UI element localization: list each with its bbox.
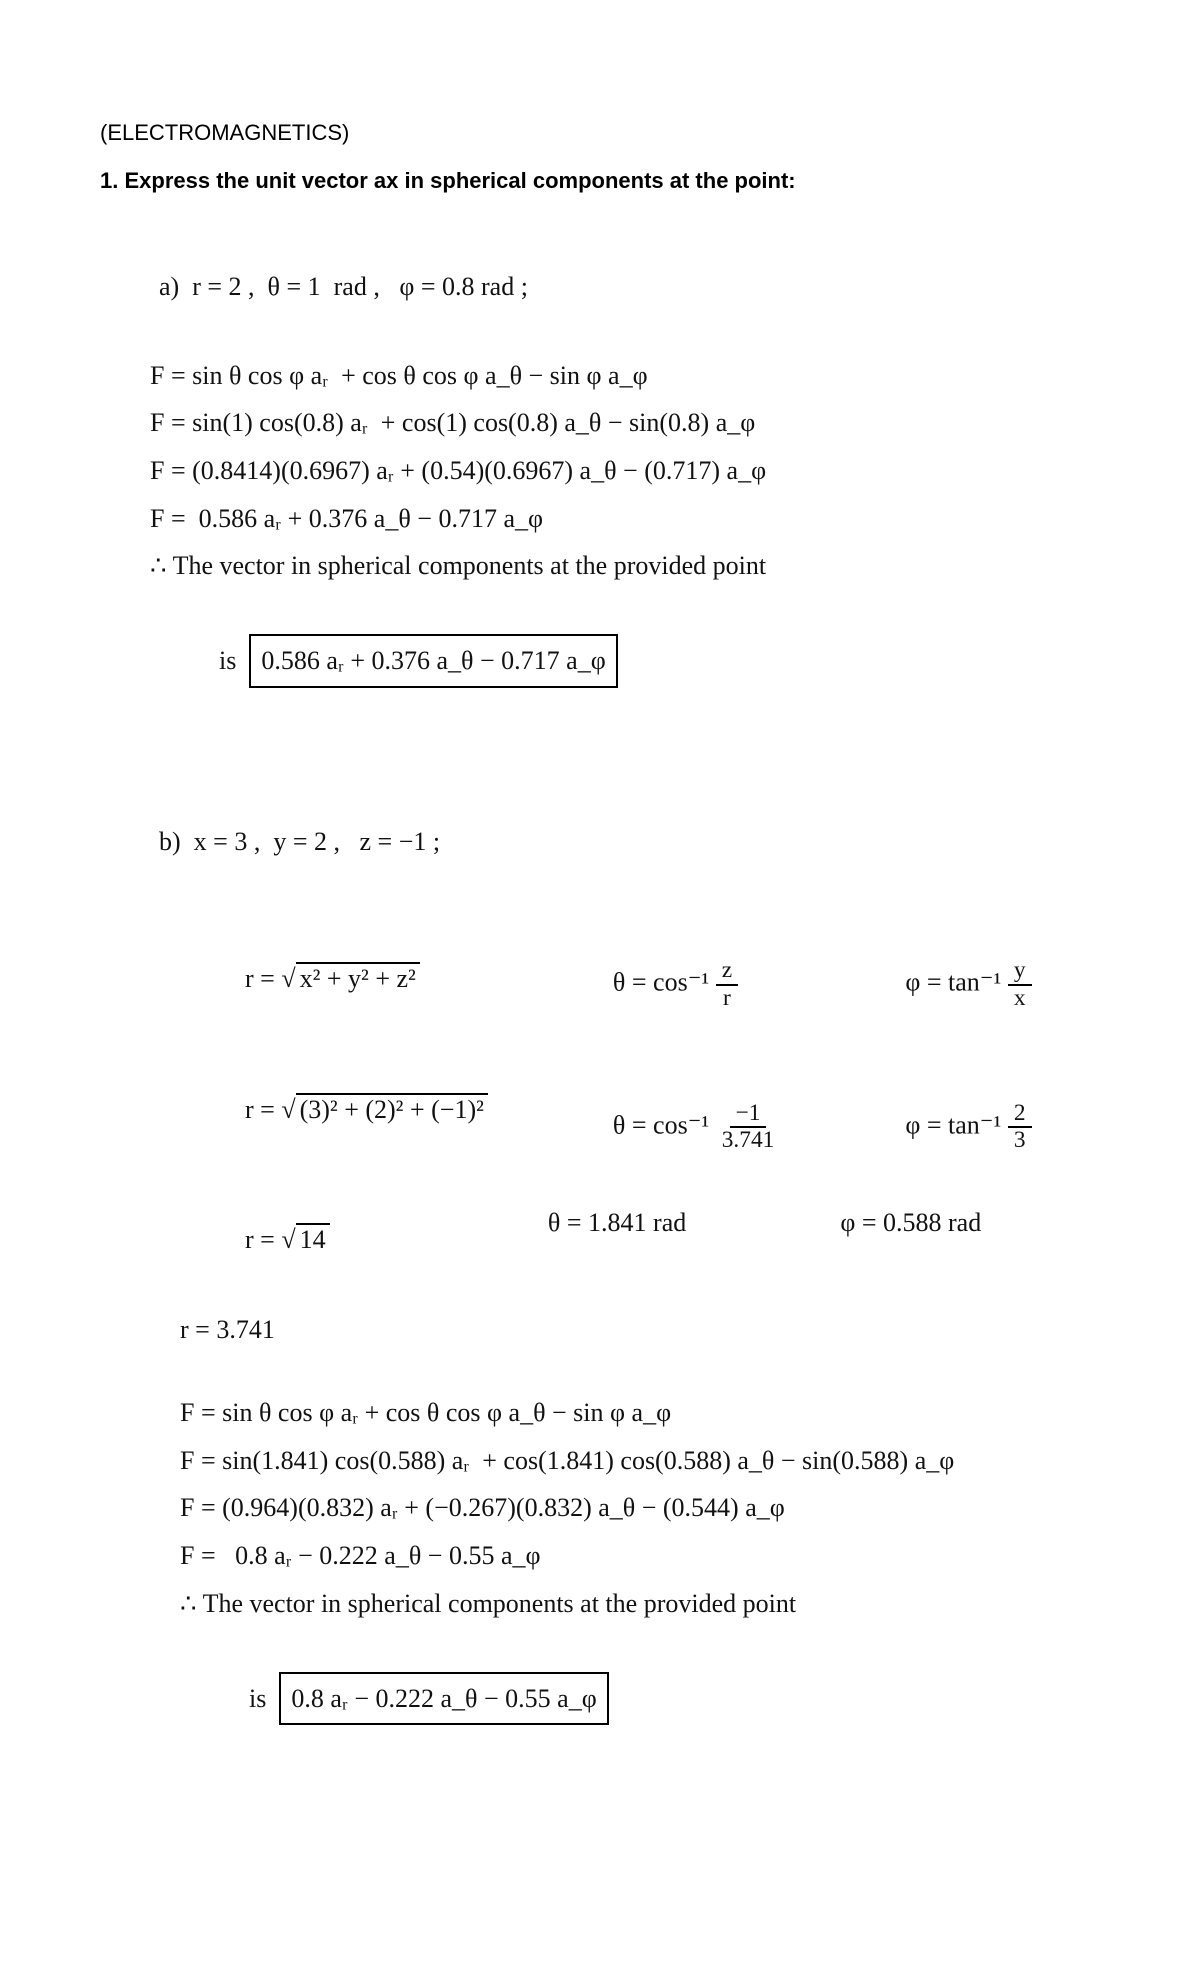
r-l3-pre: r = √ (245, 1225, 296, 1254)
r-l3: r = √14 (180, 1178, 488, 1303)
part-b-columns: r = √x² + y² + z² r = √(3)² + (2)² + (−1… (180, 910, 1100, 1356)
theta-l2: θ = cos⁻¹ −13.741 (548, 1059, 780, 1196)
part-b-eq4: F = 0.8 aᵣ − 0.222 a_θ − 0.55 a_φ (180, 1535, 1100, 1577)
theta-l3: θ = 1.841 rad (548, 1202, 780, 1244)
phi-l1-pre: φ = tan⁻¹ (905, 968, 1007, 997)
part-b-label: b) (159, 827, 181, 856)
r-l2-rad: (3)² + (2)² + (−1)² (296, 1093, 488, 1124)
theta-l2-pre: θ = cos⁻¹ (613, 1110, 716, 1139)
part-b-given: x = 3 , y = 2 , z = −1 ; (194, 827, 440, 856)
r-l1-rad: x² + y² + z² (296, 962, 420, 993)
r-l2-pre: r = √ (245, 1095, 296, 1124)
phi-l3: φ = 0.588 rad (840, 1202, 1031, 1244)
part-b-boxed-result: 0.8 aᵣ − 0.222 a_θ − 0.55 a_φ (279, 1672, 608, 1726)
r-l1: r = √x² + y² + z² (180, 916, 488, 1041)
phi-l1-frac: yx (1008, 958, 1032, 1011)
r-l2: r = √(3)² + (2)² + (−1)² (180, 1047, 488, 1172)
part-a-is: is (219, 646, 236, 675)
theta-l1-den: r (717, 986, 737, 1012)
part-b-eq2: F = sin(1.841) cos(0.588) aᵣ + cos(1.841… (180, 1440, 1100, 1482)
phi-l2-pre: φ = tan⁻¹ (905, 1110, 1007, 1139)
part-b-eq1: F = sin θ cos φ aᵣ + cos θ cos φ a_θ − s… (180, 1392, 1100, 1434)
part-a-given: r = 2 , θ = 1 rad , φ = 0.8 rad ; (192, 272, 528, 301)
r-l3-rad: 14 (296, 1223, 330, 1254)
phi-l2-num: 2 (1008, 1101, 1032, 1129)
part-b-is: is (249, 1684, 266, 1713)
phi-l1-den: x (1008, 986, 1032, 1012)
r-l4: r = 3.741 (180, 1309, 488, 1351)
part-b: b) x = 3 , y = 2 , z = −1 ; r = √x² + y²… (120, 780, 1100, 1767)
part-b-eq3: F = (0.964)(0.832) aᵣ + (−0.267)(0.832) … (180, 1487, 1100, 1529)
phi-l2-den: 3 (1008, 1128, 1032, 1154)
question-statement: 1. Express the unit vector ax in spheric… (100, 168, 1100, 194)
part-a-label-line: a) r = 2 , θ = 1 rad , φ = 0.8 rad ; (120, 224, 1100, 349)
theta-l2-frac: −13.741 (716, 1101, 781, 1154)
theta-l1-frac: zr (716, 958, 738, 1011)
phi-l2: φ = tan⁻¹ 23 (840, 1059, 1031, 1196)
part-a-eq3: F = (0.8414)(0.6967) aᵣ + (0.54)(0.6967)… (150, 450, 1100, 492)
question-text: Express the unit vector ax in spherical … (124, 168, 795, 193)
subject-heading: (ELECTROMAGNETICS) (100, 120, 1100, 146)
part-a-eq1: F = sin θ cos φ aᵣ + cos θ cos φ a_θ − s… (150, 355, 1100, 397)
part-b-label-line: b) x = 3 , y = 2 , z = −1 ; (120, 780, 1100, 905)
col-phi: φ = tan⁻¹ yx φ = tan⁻¹ 23 φ = 0.588 rad (840, 910, 1031, 1356)
part-a-eq2: F = sin(1) cos(0.8) aᵣ + cos(1) cos(0.8)… (150, 402, 1100, 444)
theta-l1-num: z (716, 958, 738, 986)
part-a-boxed-result: 0.586 aᵣ + 0.376 a_θ − 0.717 a_φ (249, 634, 617, 688)
part-a: a) r = 2 , θ = 1 rad , φ = 0.8 rad ; F =… (120, 224, 1100, 730)
theta-l2-num: −1 (730, 1101, 767, 1129)
theta-l2-den: 3.741 (716, 1128, 781, 1154)
part-b-boxed-line: is 0.8 aᵣ − 0.222 a_θ − 0.55 a_φ (210, 1630, 1100, 1767)
part-a-boxed-line: is 0.586 aᵣ + 0.376 a_θ − 0.717 a_φ (180, 593, 1100, 730)
theta-l1-pre: θ = cos⁻¹ (613, 968, 716, 997)
col-r: r = √x² + y² + z² r = √(3)² + (2)² + (−1… (180, 910, 488, 1356)
part-a-eq4: F = 0.586 aᵣ + 0.376 a_θ − 0.717 a_φ (150, 498, 1100, 540)
part-a-conclusion: ∴ The vector in spherical components at … (150, 545, 1100, 587)
theta-l1: θ = cos⁻¹ zr (548, 916, 780, 1053)
part-b-conclusion: ∴ The vector in spherical components at … (180, 1583, 1100, 1625)
col-theta: θ = cos⁻¹ zr θ = cos⁻¹ −13.741 θ = 1.841… (548, 910, 780, 1356)
phi-l2-frac: 23 (1008, 1101, 1032, 1154)
phi-l1: φ = tan⁻¹ yx (840, 916, 1031, 1053)
question-number: 1. (100, 168, 118, 193)
phi-l1-num: y (1008, 958, 1032, 986)
document-page: (ELECTROMAGNETICS) 1. Express the unit v… (0, 0, 1200, 1767)
r-l1-pre: r = √ (245, 964, 296, 993)
part-a-label: a) (159, 272, 179, 301)
